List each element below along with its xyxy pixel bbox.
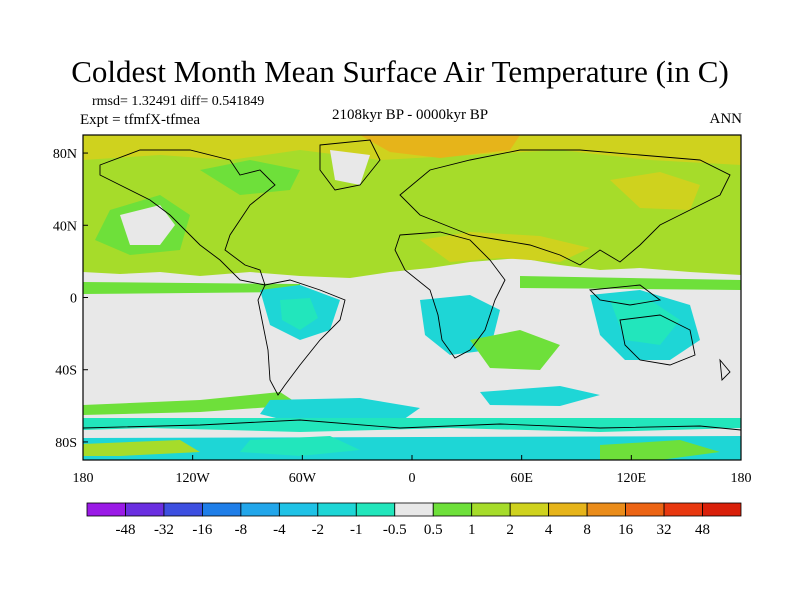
- colorbar-swatch: [278, 502, 319, 517]
- colorbar-label: -32: [154, 522, 174, 538]
- colorbar-swatch: [625, 502, 665, 517]
- colorbar-label: 0.5: [424, 522, 443, 538]
- stats-label: rmsd= 1.32491 diff= 0.541849: [92, 94, 265, 109]
- x-axis: 180 120W 60W 0 60E 120E 180: [73, 455, 752, 486]
- colorbar-swatch: [163, 502, 203, 517]
- colorbar-label: -16: [192, 522, 212, 538]
- colorbar-label: 48: [695, 522, 710, 538]
- colorbar-label: -4: [273, 522, 286, 538]
- colorbar-label: -0.5: [383, 522, 407, 538]
- colorbar-label: 2: [506, 522, 514, 538]
- y-tick-label: 80S: [55, 436, 77, 451]
- colorbar-swatch: [509, 502, 550, 517]
- colorbar-swatch: [240, 502, 280, 517]
- colorbar-label: -2: [312, 522, 325, 538]
- colorbar-swatch: [702, 502, 742, 517]
- colorbar-label: -48: [115, 522, 135, 538]
- colorbar-label: 4: [545, 522, 553, 538]
- colorbar-label: 1: [468, 522, 476, 538]
- colorbar-label: 32: [657, 522, 672, 538]
- x-tick-label: 120E: [617, 471, 647, 486]
- colorbar-swatch: [125, 502, 165, 517]
- colorbar-swatch: [202, 502, 242, 517]
- colorbar-swatch: [471, 502, 511, 517]
- y-tick-label: 0: [70, 292, 77, 307]
- chart-title: Coldest Month Mean Surface Air Temperatu…: [71, 54, 729, 89]
- y-axis: 80N 40N 0 40S 80S: [53, 147, 88, 451]
- y-tick-label: 40N: [53, 219, 77, 234]
- colorbar-swatch: [586, 502, 626, 517]
- colorbar-swatch: [663, 502, 703, 517]
- season-label: ANN: [709, 111, 743, 127]
- colorbar-swatch: [394, 502, 434, 517]
- x-tick-label: 120W: [176, 471, 211, 486]
- x-tick-label: 0: [409, 471, 416, 486]
- colorbar-swatch: [317, 502, 357, 517]
- colorbar-swatch: [432, 502, 473, 517]
- colorbar-swatch: [548, 502, 588, 517]
- y-tick-label: 40S: [55, 364, 77, 379]
- experiment-label: Expt = tfmfX-tfmea: [80, 112, 201, 128]
- x-tick-label: 60E: [510, 471, 533, 486]
- colorbar-label: -8: [235, 522, 248, 538]
- coastlines: [83, 139, 741, 431]
- period-label: 2108kyr BP - 0000kyr BP: [331, 107, 489, 123]
- y-tick-label: 80N: [53, 147, 77, 162]
- colorbar-label: 16: [618, 522, 634, 538]
- x-tick-label: 60W: [289, 471, 317, 486]
- colorbar-swatch: [86, 502, 126, 517]
- x-tick-label: 180: [731, 471, 752, 486]
- colorbar-swatch: [355, 502, 396, 517]
- x-tick-label: 180: [73, 471, 94, 486]
- colorbar-label: 8: [583, 522, 591, 538]
- colorbar-label: -1: [350, 522, 363, 538]
